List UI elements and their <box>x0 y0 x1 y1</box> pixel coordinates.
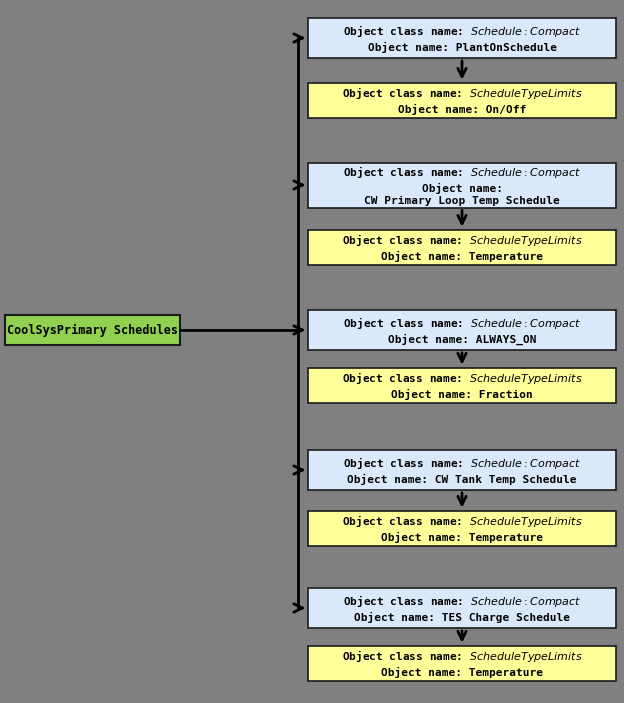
Text: CoolSysPrimary Schedules: CoolSysPrimary Schedules <box>7 323 178 337</box>
Text: Object class name: $\mathit{ScheduleTypeLimits}$
Object name: Fraction: Object class name: $\mathit{ScheduleType… <box>341 370 582 399</box>
Bar <box>308 510 616 546</box>
Bar <box>308 310 616 350</box>
Bar <box>308 229 616 264</box>
Text: Object class name: $\mathit{ScheduleTypeLimits}$
Object name: Temperature: Object class name: $\mathit{ScheduleType… <box>341 513 582 543</box>
Text: Object class name: $\mathit{ScheduleTypeLimits}$
Object name: Temperature: Object class name: $\mathit{ScheduleType… <box>341 233 582 262</box>
Text: Object class name: $\mathit{Schedule{\rm :}Compact}$
Object name: ALWAYS_ON: Object class name: $\mathit{Schedule{\rm… <box>343 315 582 344</box>
Text: Object class name: $\mathit{Schedule{\rm :}Compact}$
Object name: PlantOnSchedul: Object class name: $\mathit{Schedule{\rm… <box>343 23 582 53</box>
Text: Object class name: $\mathit{ScheduleTypeLimits}$
Object name: On/Off: Object class name: $\mathit{ScheduleType… <box>341 85 582 115</box>
Bar <box>5 315 180 345</box>
Text: Object class name: $\mathit{Schedule{\rm :}Compact}$
Object name: TES Charge Sch: Object class name: $\mathit{Schedule{\rm… <box>343 593 582 623</box>
Bar <box>308 588 616 628</box>
Bar <box>308 450 616 490</box>
Bar <box>308 368 616 403</box>
Bar <box>308 18 616 58</box>
Text: Object class name: $\mathit{Schedule{\rm :}Compact}$
Object name: CW Tank Temp S: Object class name: $\mathit{Schedule{\rm… <box>343 456 582 484</box>
Bar <box>308 82 616 117</box>
Text: Object class name: $\mathit{ScheduleTypeLimits}$
Object name: Temperature: Object class name: $\mathit{ScheduleType… <box>341 648 582 678</box>
Bar <box>308 645 616 681</box>
Text: Object class name: $\mathit{Schedule{\rm :}Compact}$
Object name:
CW Primary Loo: Object class name: $\mathit{Schedule{\rm… <box>343 165 582 206</box>
Bar <box>308 162 616 207</box>
